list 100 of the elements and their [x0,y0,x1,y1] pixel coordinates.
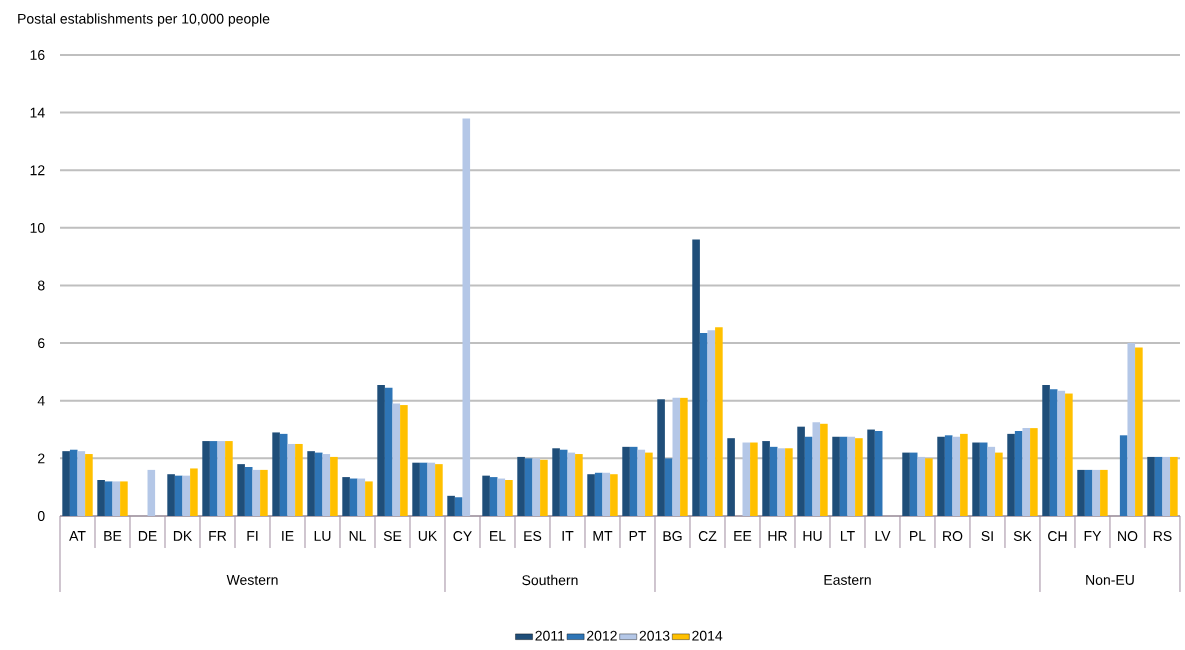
x-tick-label: LV [875,531,891,541]
bar [182,475,191,516]
bar [517,456,525,516]
bar [680,397,688,516]
bar [174,475,183,516]
bar [307,451,315,516]
bar [820,423,828,516]
bar [972,442,980,516]
bar [462,118,471,516]
bar [742,442,751,516]
y-tick-label: 14 [30,107,45,118]
y-tick-label: 16 [30,50,45,60]
bar [952,436,961,516]
x-tick-label: IT [562,531,574,541]
bar [400,405,408,516]
bar [1014,430,1023,516]
bar [454,497,463,516]
x-tick-label: FR [209,531,227,541]
bar [1127,343,1136,516]
bar [489,477,498,516]
bar [594,472,603,516]
y-axis-title: Postal establishments per 10,000 people [18,13,270,27]
bar [1119,435,1128,516]
x-tick-label: SE [383,531,402,542]
bar [279,433,288,516]
bar [540,459,548,516]
x-tick-label: ES [524,531,542,542]
x-tick-label: FI [247,531,258,541]
bar [147,469,156,516]
y-tick-label: 2 [38,453,45,464]
x-tick-label: CZ [698,531,717,542]
bar [112,481,121,516]
bar [427,462,436,516]
bar [384,387,393,516]
x-tick-label: NL [349,531,366,541]
bar [190,468,198,516]
y-tick-label: 8 [37,280,45,291]
x-tick-label: RS [1153,531,1172,542]
bar [1147,456,1155,516]
bar [314,452,323,516]
bar [252,469,261,516]
x-tick-label: HR [768,531,787,541]
bar [960,433,968,516]
bar [727,438,735,516]
y-tick-label: 4 [37,395,45,406]
x-tick-label: DE [138,531,157,541]
bar [295,443,303,516]
bar [917,456,926,516]
bar [567,452,576,516]
bar [855,438,863,516]
bar [392,403,401,516]
x-tick-label: CY [453,531,472,542]
bar [1170,456,1178,516]
x-tick-label: LU [314,531,331,541]
bar [874,430,883,516]
y-tick-label: 0 [37,511,45,521]
x-tick-label: CH [1048,531,1067,542]
bar [77,451,86,516]
bar [839,436,848,516]
y-tick-label: 6 [38,338,45,349]
bar [237,464,245,516]
x-tick-label: UK [418,531,438,541]
bar [357,478,366,516]
bar [995,452,1003,516]
bar [365,481,373,516]
bar [909,452,918,516]
bar [482,475,490,516]
bar [629,446,638,516]
bar [804,436,813,516]
bar [342,477,350,516]
bar [1154,456,1163,516]
bar [812,422,821,516]
legend-label: 2014 [692,630,723,641]
bar [979,442,988,516]
bar [664,458,673,516]
bar [672,397,681,516]
x-tick-label: LT [840,531,855,541]
bar [832,436,840,516]
bar [707,330,716,516]
bar [657,399,665,516]
bar [524,458,533,516]
bar [902,452,910,516]
bar [1049,389,1058,516]
bar [260,469,268,516]
bar [692,239,700,516]
text: Non-EU [1086,575,1134,585]
bar [532,458,541,516]
x-tick-label: MT [593,531,613,541]
bar [412,462,420,516]
text: Western [226,575,278,585]
bar [447,495,455,516]
bar [322,454,331,516]
bar [1084,469,1093,516]
bar [1007,433,1015,516]
bar [287,443,296,516]
bar [847,436,856,516]
bar [797,426,805,516]
text: Eastern [824,575,871,585]
bar [769,446,778,516]
bar [785,448,793,516]
